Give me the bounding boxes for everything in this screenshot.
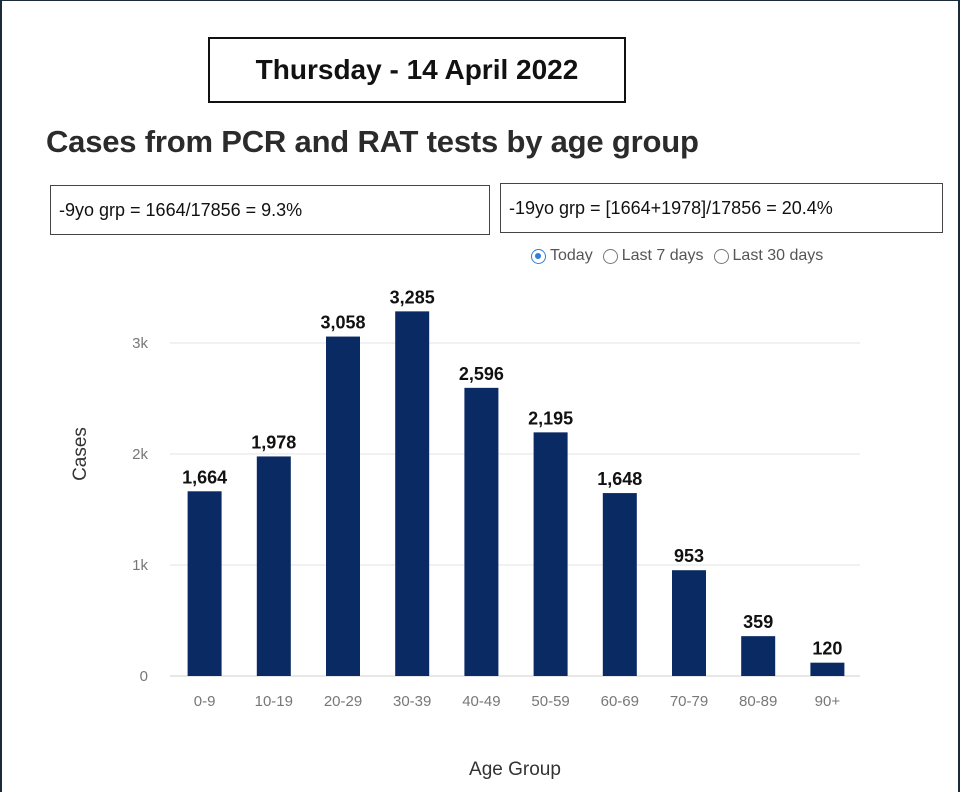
bar-value-label: 953 <box>674 546 704 566</box>
chart-title: Cases from PCR and RAT tests by age grou… <box>46 124 699 159</box>
bar <box>602 493 637 676</box>
bar-value-label: 1,648 <box>597 469 642 489</box>
date-banner-text: Thursday - 14 April 2022 <box>255 54 579 85</box>
x-tick-label: 60-69 <box>601 693 639 710</box>
bar <box>395 311 430 676</box>
y-tick-label: 1k <box>132 557 148 574</box>
bar-value-label: 2,596 <box>459 364 504 384</box>
bar <box>533 432 568 676</box>
bar-value-label: 3,285 <box>390 287 435 307</box>
y-tick-label: 2k <box>132 446 148 463</box>
annotation-note-10-19: -19yo grp = [1664+1978]/17856 = 20.4% <box>500 183 943 233</box>
time-range-radio-group: Today Last 7 days Last 30 days <box>531 247 823 265</box>
y-tick-label: 0 <box>140 668 148 685</box>
annotation-note-0-9: -9yo grp = 1664/17856 = 9.3% <box>50 185 490 235</box>
radio-last-30-days[interactable]: Last 30 days <box>713 247 824 265</box>
radio-button-icon[interactable] <box>602 248 618 264</box>
x-tick-label: 40-49 <box>462 693 500 710</box>
bar-value-label: 1,664 <box>182 467 227 487</box>
radio-last-7-days-label: Last 7 days <box>621 247 704 264</box>
annotation-note-0-9-text: -9yo grp = 1664/17856 = 9.3% <box>59 199 303 220</box>
bar <box>187 491 222 676</box>
x-axis-title: Age Group <box>469 759 561 780</box>
bar <box>326 336 360 676</box>
date-banner: Thursday - 14 April 2022 <box>208 37 626 103</box>
bar-value-label: 1,978 <box>251 432 296 452</box>
x-tick-label: 90+ <box>815 693 841 710</box>
bar <box>464 387 499 676</box>
bar <box>810 662 845 676</box>
radio-today[interactable]: Today <box>531 247 593 265</box>
annotation-note-10-19-text: -19yo grp = [1664+1978]/17856 = 20.4% <box>509 197 833 218</box>
x-tick-label: 80-89 <box>739 693 777 710</box>
x-tick-label: 0-9 <box>194 693 216 710</box>
bar <box>741 636 776 676</box>
x-tick-label: 10-19 <box>255 693 293 710</box>
bar-value-label: 359 <box>743 612 773 632</box>
bar-value-label: 3,058 <box>320 313 365 333</box>
bar <box>256 456 291 676</box>
radio-button-icon[interactable] <box>531 248 546 264</box>
y-tick-label: 3k <box>132 335 148 352</box>
bar <box>672 570 706 676</box>
x-tick-label: 70-79 <box>670 693 708 710</box>
x-tick-label: 50-59 <box>531 693 569 710</box>
bar-value-label: 2,195 <box>528 408 573 428</box>
radio-last-30-days-label: Last 30 days <box>732 247 824 264</box>
radio-button-icon[interactable] <box>713 248 729 264</box>
bar-value-label: 120 <box>812 639 842 659</box>
y-axis-title: Cases <box>70 427 91 481</box>
radio-today-label: Today <box>550 247 593 264</box>
x-tick-label: 30-39 <box>393 693 431 710</box>
x-tick-label: 20-29 <box>324 693 362 710</box>
radio-last-7-days[interactable]: Last 7 days <box>602 247 704 265</box>
